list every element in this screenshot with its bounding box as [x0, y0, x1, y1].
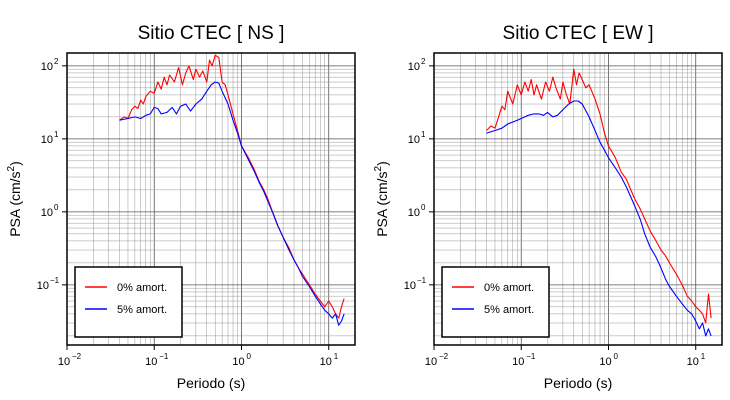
x-tick-label: 10 [687, 356, 699, 368]
x-tick-label: 10 [232, 356, 244, 368]
x-axis-label: Periodo (s) [177, 375, 245, 391]
y-axis-label-superscript: 2 [373, 165, 384, 171]
series-line-amort-0 [119, 54, 345, 319]
plot-frame [66, 52, 356, 346]
series-line-amort-5 [486, 100, 712, 337]
y-tick-label: 10 [37, 280, 49, 292]
legend-label: 5% amort. [484, 304, 534, 316]
legend-label: 0% amort. [484, 282, 534, 294]
y-tick-exponent: 0 [421, 203, 426, 212]
y-tick-exponent: 0 [54, 203, 59, 212]
chart-title: Sitio CTEC [ EW ] [503, 23, 654, 44]
legend-label: 5% amort. [117, 304, 167, 316]
x-tick-exponent: −1 [526, 352, 536, 361]
series-group [486, 68, 712, 337]
y-tick-exponent: −1 [50, 276, 60, 285]
legend: 0% amort. 5% amort. [441, 266, 550, 338]
y-tick-label: 10 [404, 280, 416, 292]
y-tick-label: 10 [408, 207, 420, 219]
y-tick-label: 10 [41, 207, 53, 219]
y-tick-label: 10 [41, 61, 53, 73]
x-tick-exponent: 0 [246, 352, 251, 361]
y-axis-label: PSA (cm/s2) [373, 161, 390, 237]
y-tick-label: 10 [408, 134, 420, 146]
y-axis-label-close: ) [7, 161, 23, 166]
x-tick-exponent: −2 [439, 352, 449, 361]
x-tick-exponent: 0 [613, 352, 618, 361]
legend-box [74, 266, 183, 338]
y-tick-exponent: 2 [54, 57, 59, 66]
y-axis-label-superscript: 2 [6, 165, 17, 171]
y-tick-label: 10 [408, 61, 420, 73]
y-axis-label-close: ) [374, 161, 390, 166]
x-tick-exponent: 1 [701, 352, 706, 361]
chart-title: Sitio CTEC [ NS ] [138, 23, 285, 44]
x-tick-label: 10 [145, 356, 157, 368]
y-axis-label-main: PSA (cm/s [7, 171, 23, 236]
y-tick-exponent: 1 [54, 130, 59, 139]
series-group [119, 54, 345, 326]
y-tick-exponent: −1 [417, 276, 427, 285]
y-tick-exponent: 1 [421, 130, 426, 139]
y-axis-label: PSA (cm/s2) [6, 161, 23, 237]
x-tick-label: 10 [320, 356, 332, 368]
y-tick-label: 10 [41, 134, 53, 146]
y-tick-exponent: 2 [421, 57, 426, 66]
legend: 0% amort. 5% amort. [74, 266, 183, 338]
x-axis-label: Periodo (s) [544, 375, 612, 391]
series-line-amort-0 [486, 68, 712, 324]
x-tick-exponent: −1 [159, 352, 169, 361]
plot-frame [433, 52, 723, 346]
series-line-amort-5 [119, 81, 345, 326]
x-tick-label: 10 [599, 356, 611, 368]
x-tick-exponent: 1 [334, 352, 339, 361]
legend-label: 0% amort. [117, 282, 167, 294]
legend-box [441, 266, 550, 338]
x-tick-label: 10 [512, 356, 524, 368]
y-axis-label-main: PSA (cm/s [374, 171, 390, 236]
x-tick-exponent: −2 [72, 352, 82, 361]
x-tick-label: 10 [425, 356, 437, 368]
x-tick-label: 10 [58, 356, 70, 368]
